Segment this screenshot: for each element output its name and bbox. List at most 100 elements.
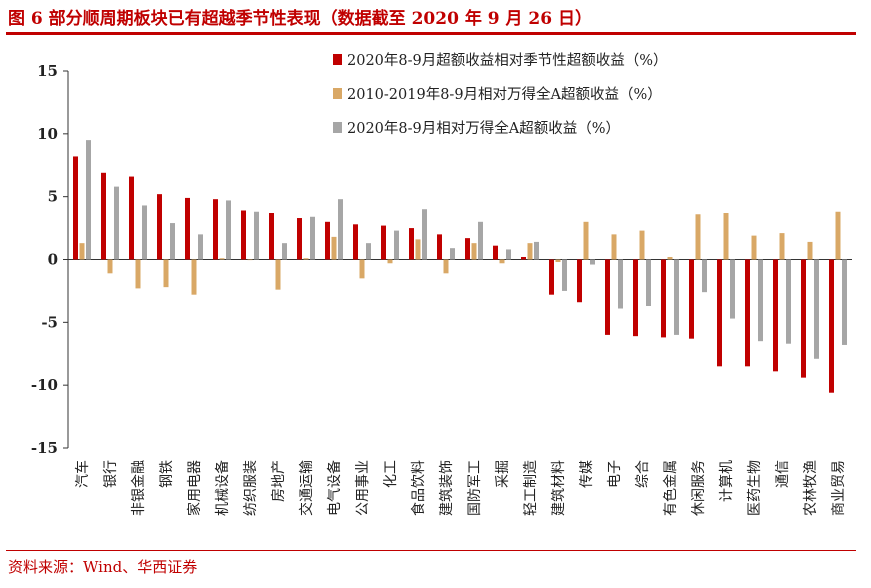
- bar: [79, 243, 85, 260]
- y-tick-label: -5: [41, 313, 58, 331]
- title-divider: [6, 32, 856, 35]
- bar: [191, 259, 197, 295]
- x-category-label: 传媒: [579, 460, 595, 488]
- bar: [667, 256, 673, 260]
- bar: [297, 218, 302, 260]
- bar: [555, 259, 561, 263]
- bar: [661, 259, 666, 338]
- bar: [549, 259, 554, 295]
- bar: [506, 249, 511, 260]
- bar: [450, 248, 455, 260]
- bar: [807, 241, 813, 260]
- bar: [786, 259, 791, 344]
- bar: [282, 243, 287, 260]
- bar: [241, 210, 246, 260]
- chart-title: 图 6 部分顺周期板块已有超越季节性表现（数据截至 2020 年 9 月 26 …: [8, 9, 592, 29]
- bar: [387, 259, 393, 264]
- bar: [101, 172, 106, 260]
- legend-label: 2020年8-9月相对万得全A超额收益（%）: [347, 119, 620, 137]
- bar: [605, 259, 610, 335]
- bar: [583, 221, 589, 260]
- bar: [842, 259, 847, 345]
- x-category-label: 建筑装饰: [439, 460, 455, 516]
- bar: [142, 205, 147, 260]
- bar: [639, 230, 645, 260]
- bar: [185, 197, 190, 260]
- x-category-label: 国防军工: [467, 460, 483, 516]
- bar: [226, 200, 231, 260]
- bar: [465, 238, 470, 260]
- bar: [745, 259, 750, 367]
- bar: [723, 213, 729, 260]
- bar: [359, 259, 365, 279]
- legend-label: 2010-2019年8-9月相对万得全A超额收益（%）: [347, 85, 662, 103]
- x-category-label: 房地产: [271, 460, 287, 502]
- bar: [303, 258, 309, 260]
- bar: [338, 199, 343, 260]
- x-category-label: 汽车: [74, 460, 91, 488]
- x-category-label: 农林牧渔: [803, 460, 819, 516]
- bar: [353, 224, 358, 260]
- bar: [86, 140, 91, 260]
- x-category-label: 电子: [607, 460, 623, 488]
- bar: [730, 259, 735, 319]
- bar: [577, 259, 582, 303]
- bar: [779, 233, 785, 260]
- x-category-label: 综合: [635, 460, 651, 488]
- bar: [437, 234, 442, 260]
- bar: [275, 259, 281, 290]
- x-category-label: 食品饮料: [410, 460, 427, 516]
- x-category-label: 休闲服务: [691, 460, 707, 516]
- bar: [415, 239, 421, 260]
- bar: [163, 259, 169, 288]
- bar: [590, 259, 595, 265]
- y-tick-label: -15: [31, 439, 58, 457]
- legend-swatch: [333, 122, 342, 133]
- bar: [521, 256, 526, 260]
- bar: [254, 211, 259, 260]
- legend-label: 2020年8-9月超额收益相对季节性超额收益（%）: [347, 52, 668, 69]
- legend-swatch: [333, 88, 342, 99]
- y-tick-label: 10: [37, 125, 58, 143]
- x-category-label: 家用电器: [186, 460, 203, 516]
- x-category-label: 机械设备: [214, 460, 231, 516]
- bar: [129, 176, 134, 260]
- bar: [422, 209, 427, 260]
- x-category-label: 建筑材料: [551, 460, 567, 516]
- bar: [493, 245, 498, 260]
- bar: [758, 259, 763, 342]
- bar: [527, 243, 533, 260]
- bar: [471, 243, 477, 260]
- x-category-label: 钢铁: [159, 460, 175, 488]
- y-tick-label: 0: [48, 251, 58, 269]
- bar: [135, 259, 141, 289]
- bar: [310, 216, 315, 260]
- bar: [801, 259, 806, 378]
- x-category-label: 有色金属: [662, 460, 679, 516]
- bar: [829, 259, 834, 393]
- bar: [646, 259, 651, 306]
- bar: [562, 259, 567, 291]
- bar: [835, 211, 841, 260]
- x-category-label: 采掘: [495, 460, 511, 488]
- bar: [611, 234, 617, 260]
- bar: [269, 213, 274, 260]
- y-axis: 15 10 5 0 -5 -10 -15: [31, 62, 69, 457]
- bar: [219, 258, 225, 260]
- x-category-label: 电气设备: [326, 460, 343, 516]
- bar: [381, 225, 386, 260]
- x-category-label: 化工: [383, 460, 399, 488]
- legend-swatch: [333, 54, 342, 65]
- footer-divider: [6, 550, 856, 551]
- bar: [689, 259, 694, 339]
- bar: [618, 259, 623, 309]
- bar: [331, 236, 337, 260]
- bar: [247, 259, 253, 261]
- x-category-label: 计算机: [719, 460, 735, 502]
- bar: [107, 259, 113, 274]
- x-category-label: 医药生物: [747, 460, 763, 516]
- x-category-label: 通信: [775, 460, 791, 488]
- bar: [73, 156, 78, 260]
- bar: [478, 221, 483, 260]
- bars-layer: [73, 140, 847, 393]
